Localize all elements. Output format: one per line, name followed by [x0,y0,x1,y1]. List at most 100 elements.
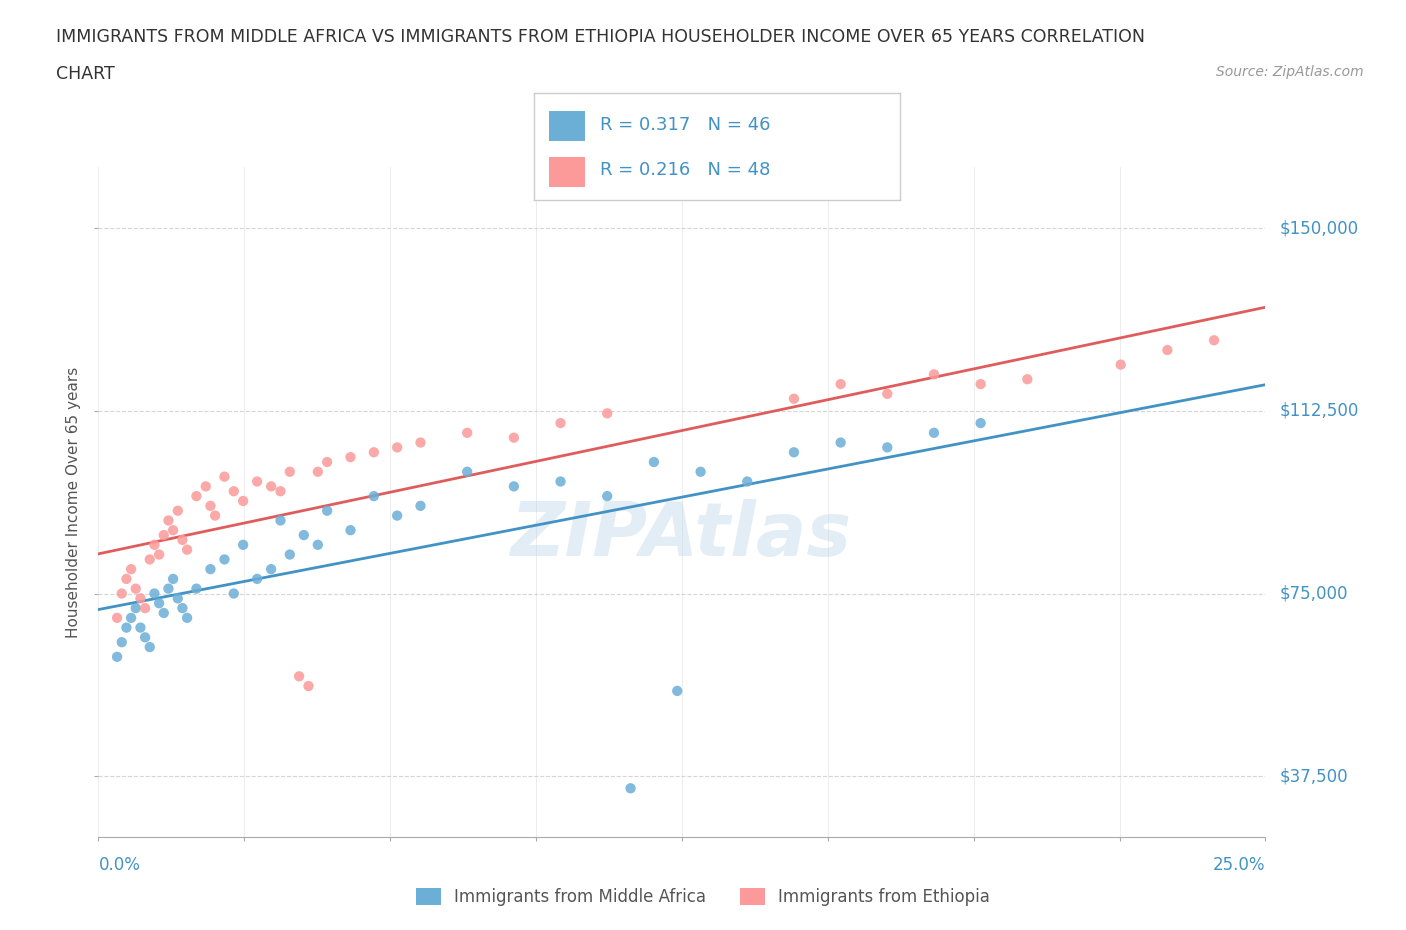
Point [134,630,156,644]
Point [550,416,572,431]
Point [166,503,188,518]
Point [339,523,361,538]
Point [292,527,315,542]
Text: 25.0%: 25.0% [1213,856,1265,873]
Point [969,416,991,431]
Point [222,484,245,498]
Point [186,488,208,503]
Point [1156,342,1178,357]
Bar [548,112,585,141]
Point [876,386,898,401]
Point [105,610,128,625]
Point [339,450,361,465]
Point [643,455,665,470]
Point [200,562,222,577]
Point [278,547,301,562]
Point [550,474,572,489]
Text: $150,000: $150,000 [1279,219,1358,237]
Text: IMMIGRANTS FROM MIDDLE AFRICA VS IMMIGRANTS FROM ETHIOPIA HOUSEHOLDER INCOME OVE: IMMIGRANTS FROM MIDDLE AFRICA VS IMMIGRA… [56,28,1146,46]
Text: $37,500: $37,500 [1279,767,1348,785]
Text: 0.0%: 0.0% [98,856,141,873]
Point [316,503,339,518]
Point [830,377,852,392]
Point [260,562,283,577]
Point [120,610,142,625]
Point [152,605,174,620]
Point [409,498,432,513]
Point [129,591,152,605]
Point [162,523,184,538]
Point [307,464,329,479]
Point [148,547,170,562]
Point [111,635,134,650]
Text: Source: ZipAtlas.com: Source: ZipAtlas.com [1216,65,1364,79]
Point [152,527,174,542]
Point [204,508,226,523]
Point [456,464,478,479]
Point [307,538,329,552]
Point [269,513,291,528]
Point [278,464,301,479]
Point [735,474,758,489]
Point [830,435,852,450]
Point [596,405,619,420]
Point [115,571,138,586]
Point [186,581,208,596]
Point [385,440,408,455]
Point [922,367,945,382]
Point [619,781,641,796]
Point [288,669,311,684]
Point [120,562,142,577]
Text: $112,500: $112,500 [1279,402,1358,419]
Point [222,586,245,601]
Point [125,581,148,596]
Point [172,533,194,548]
Text: R = 0.317   N = 46: R = 0.317 N = 46 [600,116,770,134]
Point [922,425,945,440]
Point [260,479,283,494]
Point [969,377,991,392]
Point [111,586,134,601]
Point [502,431,524,445]
Point [666,684,689,698]
Point [783,392,806,406]
Point [115,620,138,635]
Point [297,679,319,694]
Point [166,591,188,605]
Point [129,620,152,635]
Point [176,610,198,625]
Point [143,538,166,552]
Point [162,571,184,586]
Point [269,484,291,498]
Point [232,494,254,509]
Text: $75,000: $75,000 [1279,585,1348,603]
Point [456,425,478,440]
Point [363,488,385,503]
Point [200,498,222,513]
Point [139,640,162,655]
Bar [548,157,585,187]
Point [194,479,217,494]
Text: R = 0.216   N = 48: R = 0.216 N = 48 [600,161,770,179]
Point [172,601,194,616]
Point [316,455,339,470]
Point [214,470,236,485]
Point [1202,333,1225,348]
Text: CHART: CHART [56,65,115,83]
Point [232,538,254,552]
Point [385,508,408,523]
Point [105,649,128,664]
Point [125,601,148,616]
Point [409,435,432,450]
Point [502,479,524,494]
Point [783,445,806,459]
Point [246,474,269,489]
Point [1017,372,1039,387]
Point [176,542,198,557]
Point [876,440,898,455]
Point [148,596,170,611]
Point [143,586,166,601]
Point [157,581,180,596]
Point [157,513,180,528]
Point [214,552,236,567]
